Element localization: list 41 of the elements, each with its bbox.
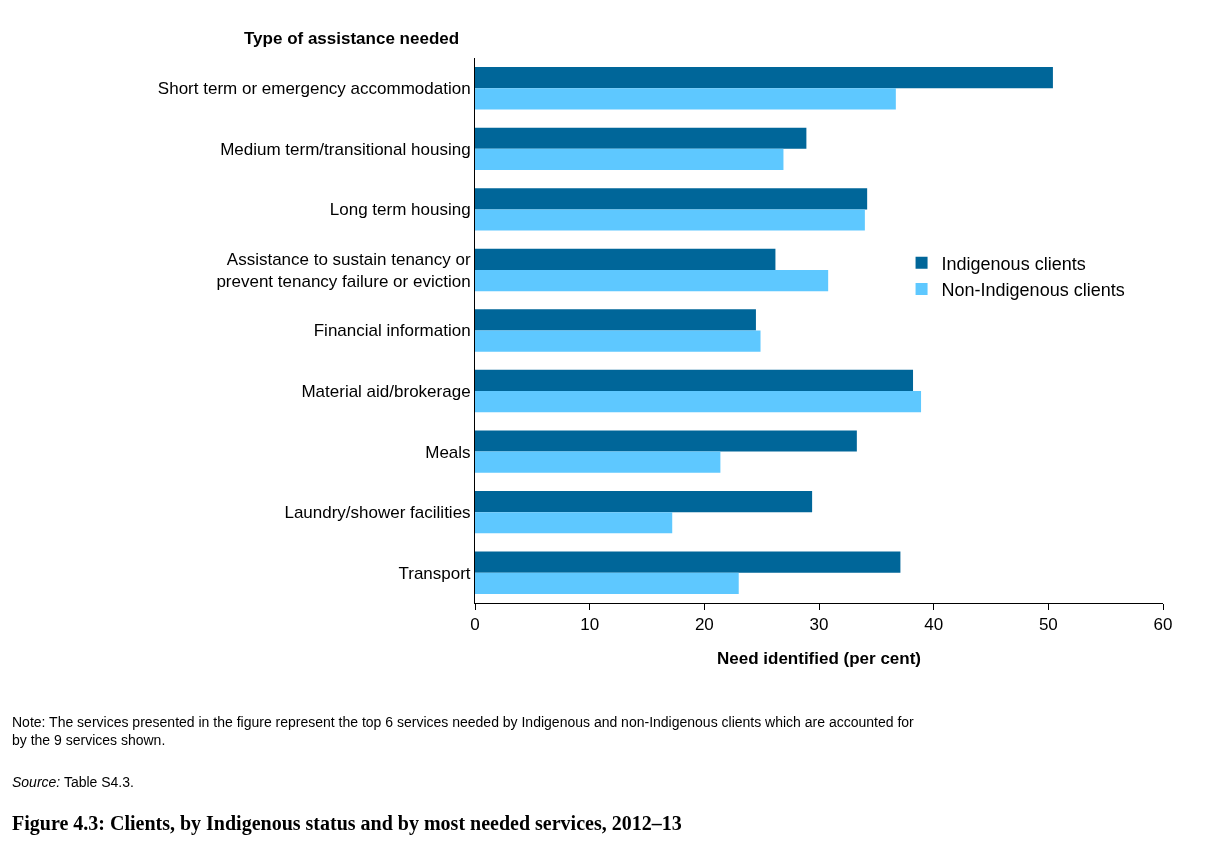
text: Note: The services presented in the figure represent the top 6 services needed by Indigenous and non-Indigenous clients which are accounted for by the 9 services shown. [12,714,915,749]
bar [475,148,784,171]
legend-label: Indigenous clients [941,253,1086,274]
y-tick-label: Financial information [313,321,471,341]
text: Figure 4.3: Clients, by Indigenous status and by most needed services, 2012–13 [12,812,682,835]
bar [475,512,673,534]
x-tick-label: 10 [580,615,600,635]
y-tick-label: Meals [425,442,471,462]
x-axis-title: Need identified (per cent) [716,648,922,668]
y-tick-label: Long term housing [329,200,471,220]
bar [475,430,857,452]
legend-label: Non-Indigenous clients [941,280,1125,301]
bar [475,309,756,331]
y-axis-title: Type of assistance needed [244,29,460,48]
y-tick-label: Short term or emergency accommodation [157,79,471,99]
y-tick-label: Assistance to sustain tenancy or prevent tenancy failure or eviction [216,249,471,291]
bar [475,88,896,110]
y-tick-label: Material aid/brokerage [301,382,471,402]
bar [475,248,776,270]
y-tick-label: Laundry/shower facilities [284,503,471,523]
x-tick-label: 30 [809,615,829,635]
bar [475,269,829,292]
bar [475,572,739,594]
bar [475,330,761,352]
x-tick-label: 50 [1038,615,1058,635]
x-tick-label: 20 [694,615,714,635]
x-tick-label: 0 [470,615,480,635]
bar [475,391,922,413]
source-note: Source: Table S4.3. [12,774,134,790]
bar [475,127,807,149]
bar [475,551,901,573]
bar [475,67,1053,89]
y-tick-label: Transport [398,563,471,583]
bar [475,451,721,473]
bar [475,188,868,210]
x-tick-label: 40 [924,615,944,635]
x-tick-label: 60 [1153,615,1173,635]
bar [475,369,914,392]
y-tick-label: Medium term/transitional housing [220,139,471,159]
bar [475,209,865,231]
bar [475,490,813,513]
